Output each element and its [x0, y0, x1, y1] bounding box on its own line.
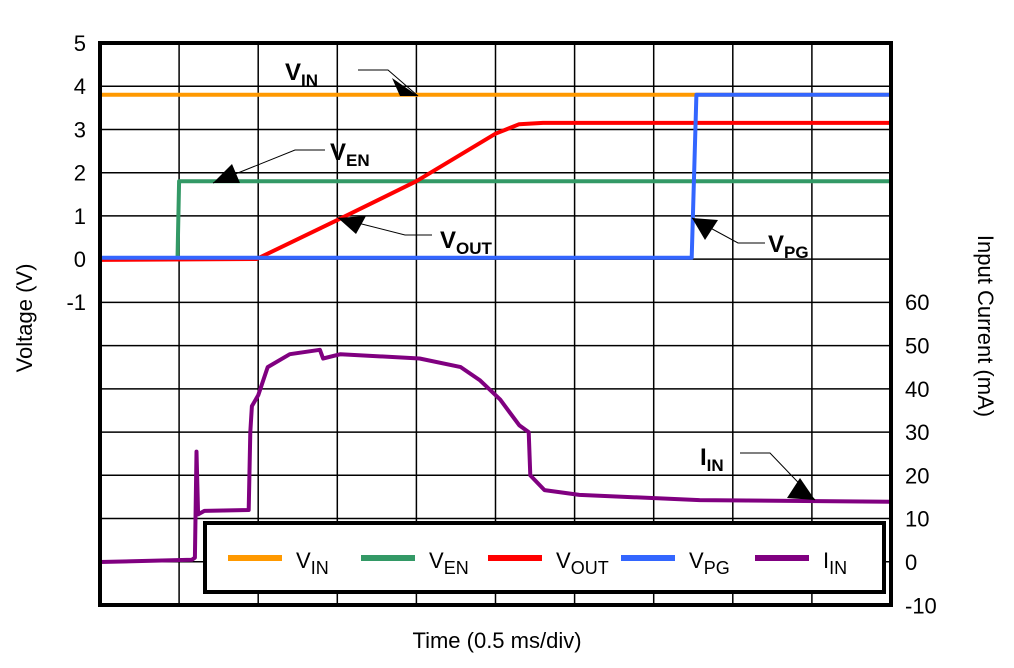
- y-tick-label: 2: [74, 161, 86, 186]
- y2-tick-label: 30: [905, 420, 929, 445]
- annotation-label-ven: VEN: [330, 139, 370, 170]
- annotation-arrow-vpg: [692, 218, 718, 240]
- y2-tick-label: 40: [905, 377, 929, 402]
- legend-label-vout: VOUT: [556, 548, 609, 578]
- series-line-vpg: [100, 92, 891, 260]
- legend-label-vin: VIN: [296, 548, 329, 578]
- y-axis-label: Voltage (V): [12, 264, 37, 373]
- label-main: V: [440, 227, 456, 254]
- annotation-label-vpg: VPG: [768, 231, 809, 262]
- label-main: V: [285, 59, 301, 86]
- annotation-arrow-vin: [392, 78, 418, 96]
- legend: VIN VEN VOUT VPG IIN: [203, 521, 886, 594]
- series-line-iin: [99, 347, 892, 564]
- y2-tick-label: 20: [905, 463, 929, 488]
- y2-axis-label: Input Current (mA): [973, 235, 998, 417]
- y-tick-label: 3: [74, 117, 86, 142]
- y2-tick-label: 60: [905, 290, 929, 315]
- annotation-label-vin: VIN: [285, 59, 318, 90]
- label-sub: EN: [444, 558, 469, 578]
- label-main: V: [768, 231, 784, 258]
- label-sub: IN: [311, 558, 329, 578]
- x-axis-label: Time (0.5 ms/div): [412, 628, 581, 653]
- y-tick-label: 1: [74, 204, 86, 229]
- annotation-leader-vin: [358, 69, 419, 97]
- label-main: V: [330, 139, 346, 166]
- y2-tick-label: -10: [905, 593, 937, 618]
- label-main: I: [700, 444, 707, 471]
- label-main: V: [296, 548, 311, 573]
- label-sub: OUT: [571, 558, 609, 578]
- label-sub: IN: [829, 558, 847, 578]
- legend-label-vpg: VPG: [689, 548, 730, 578]
- legend-label-ven: VEN: [429, 548, 469, 578]
- annotation-label-iin: IIN: [700, 444, 724, 475]
- label-main: I: [823, 548, 829, 573]
- label-main: V: [689, 548, 704, 573]
- legend-label-iin: IIN: [823, 548, 847, 578]
- label-main: V: [556, 548, 571, 573]
- label-main: V: [429, 548, 444, 573]
- label-sub: EN: [346, 151, 370, 170]
- annotation-arrow-iin: [787, 478, 815, 500]
- y2-tick-label: 50: [905, 334, 929, 359]
- label-sub: PG: [704, 558, 730, 578]
- y2-tick-label: 10: [905, 507, 929, 532]
- annotation-arrow-ven: [213, 164, 240, 183]
- label-sub: IN: [301, 71, 318, 90]
- y-tick-label: 0: [74, 247, 86, 272]
- y2-tick-label: 0: [905, 550, 917, 575]
- annotation-label-vout: VOUT: [440, 227, 493, 258]
- plot-frame: [98, 41, 893, 607]
- annotation-arrow-vout: [338, 216, 366, 234]
- y-tick-label: 4: [74, 74, 86, 99]
- label-sub: IN: [707, 456, 724, 475]
- annotation-leader-ven: [212, 149, 325, 184]
- y-tick-label: -1: [66, 290, 86, 315]
- y-tick-label: 5: [74, 31, 86, 56]
- series-line-vout: [99, 120, 891, 262]
- label-sub: OUT: [456, 239, 493, 258]
- label-sub: PG: [784, 243, 809, 262]
